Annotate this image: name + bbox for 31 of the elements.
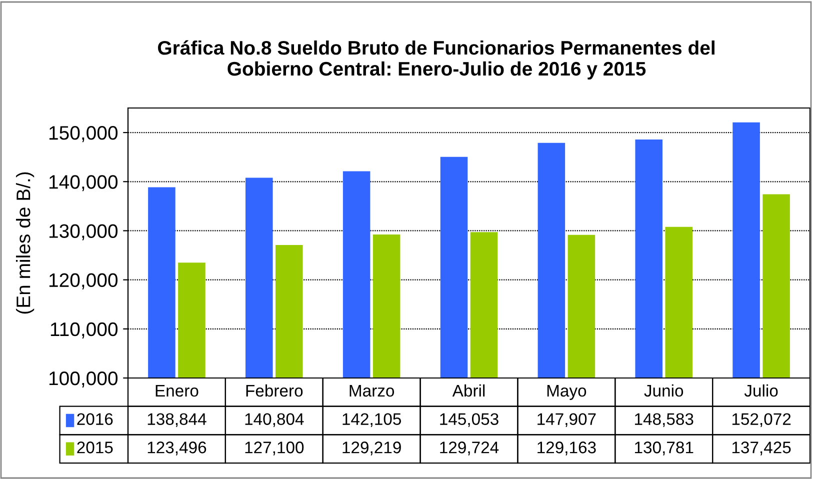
legend-label: 2015 [77, 442, 113, 454]
data-label: 147,907 [538, 413, 596, 427]
y-tick-label: 120,000 [49, 273, 118, 290]
y-tick-label: 130,000 [49, 224, 118, 240]
data-label: 145,053 [440, 413, 498, 427]
y-tick-label: 150,000 [49, 126, 118, 142]
data-label: 129,219 [342, 442, 401, 456]
x-tick-label: Mayo [547, 385, 586, 400]
x-tick-label: Enero [156, 385, 198, 397]
data-label: 142,105 [342, 413, 401, 427]
x-tick-label: Marzo [350, 385, 394, 397]
data-label: 148,583 [635, 413, 694, 427]
y-tick-label: 140,000 [49, 175, 118, 192]
data-label: 127,100 [245, 442, 304, 456]
x-tick-label: Julio [744, 384, 778, 397]
legend-label: 2016 [77, 413, 113, 425]
y-tick-label: 100,000 [49, 371, 118, 388]
data-label: 130,781 [635, 442, 694, 456]
data-label: 152,072 [732, 413, 791, 427]
data-label: 140,804 [245, 413, 304, 427]
x-tick-label: Febrero [246, 384, 303, 397]
x-tick-label: Junio [644, 384, 684, 397]
data-label: 129,724 [440, 442, 499, 456]
data-label: 129,163 [538, 442, 596, 456]
y-axis-title: (En miles de B/.) [16, 172, 34, 314]
data-label: 138,844 [148, 413, 206, 427]
data-label: 137,425 [732, 442, 791, 456]
y-tick-label: 110,000 [50, 322, 118, 338]
x-tick-label: Abril [452, 384, 485, 397]
chart-title: Gráfica No.8 Sueldo Bruto de Funcionarios Permanentes del Gobierno Central: Enero-Julio de 2016 y 2015 [158, 40, 714, 80]
data-label: 123,496 [148, 442, 206, 456]
